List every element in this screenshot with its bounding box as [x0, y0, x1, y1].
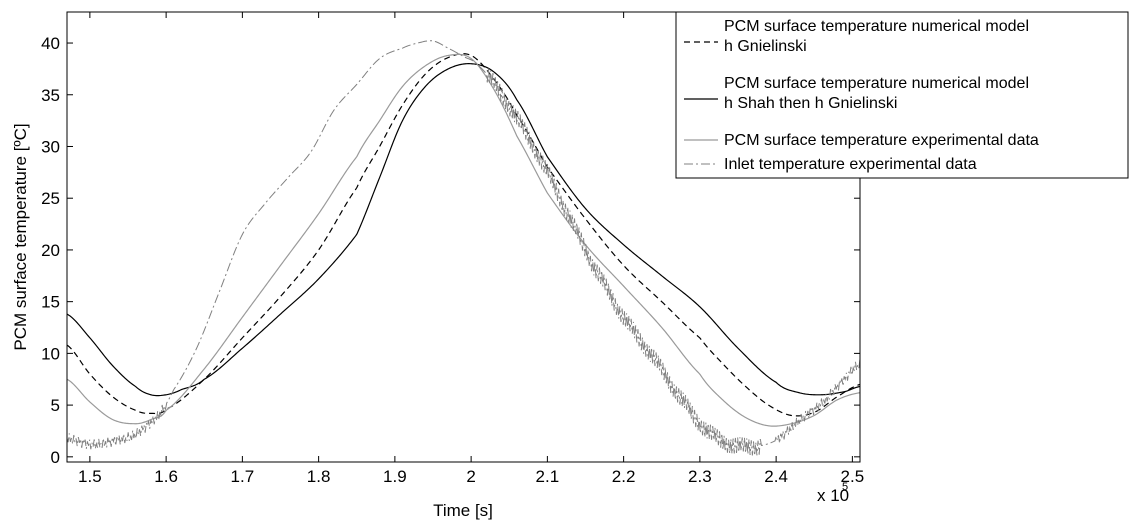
svg-text:5: 5 [842, 481, 848, 493]
x-tick-label: 1.9 [383, 467, 407, 486]
series-line-1 [66, 53, 861, 417]
series-line-2 [66, 63, 861, 397]
plot-lines [66, 40, 861, 456]
legend-label-2a: PCM surface temperature numerical model [724, 75, 1029, 92]
legend-label-2b: h Shah then h Gnielinski [724, 95, 897, 112]
x-tick-label: 1.7 [231, 467, 255, 486]
y-tick-label: 15 [41, 293, 60, 312]
legend-label-1a: PCM surface temperature numerical model [724, 18, 1029, 35]
series-line-4 [66, 40, 861, 456]
x-tick-labels: 1.5 1.6 1.7 1.8 1.9 2 2.1 2.2 2.3 2.4 2.5 [78, 467, 864, 486]
legend-label-1b: h Gnielinski [724, 38, 807, 55]
x-tick-label: 2.5 [841, 467, 865, 486]
x-tick-label: 1.5 [78, 467, 102, 486]
y-tick-label: 35 [41, 86, 60, 105]
legend: PCM surface temperature numerical model … [675, 11, 1129, 179]
x-tick-label: 1.8 [307, 467, 331, 486]
x-tick-label: 2 [466, 467, 475, 486]
y-tick-label: 30 [41, 137, 60, 156]
y-tick-labels: 0 5 10 15 20 25 30 35 40 [41, 34, 60, 467]
legend-label-3: PCM surface temperature experimental dat… [724, 132, 1039, 149]
x-tick-label: 2.4 [764, 467, 788, 486]
legend-label-4: Inlet temperature experimental data [724, 156, 977, 173]
x-axis-title: Time [s] [433, 501, 493, 520]
x-tick-label: 1.6 [154, 467, 178, 486]
y-tick-label: 40 [41, 34, 60, 53]
y-tick-label: 0 [51, 448, 60, 467]
series-line-3 [66, 53, 861, 427]
x-tick-label: 2.2 [612, 467, 636, 486]
legend-box [675, 11, 1129, 179]
y-tick-label: 5 [51, 396, 60, 415]
x-multiplier: x 10 5 [817, 481, 849, 505]
x-tick-label: 2.3 [688, 467, 712, 486]
y-tick-label: 20 [41, 241, 60, 260]
svg-text:x 10: x 10 [817, 486, 849, 505]
y-axis-title: PCM surface temperature [ºC] [11, 123, 30, 350]
y-tick-label: 10 [41, 344, 60, 363]
x-tick-label: 2.1 [536, 467, 560, 486]
plot-frame [66, 11, 861, 463]
y-tick-label: 25 [41, 189, 60, 208]
